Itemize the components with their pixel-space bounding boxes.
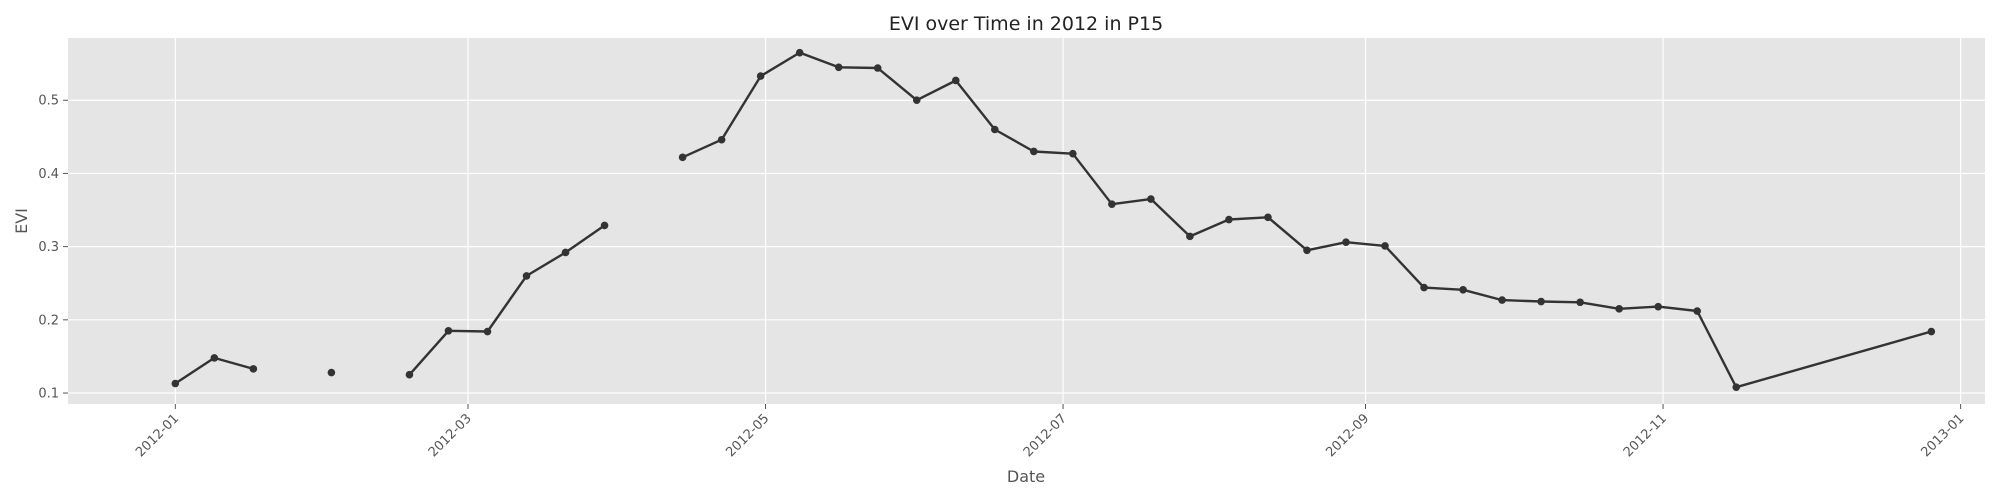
data-point bbox=[1420, 283, 1428, 292]
data-point bbox=[717, 135, 726, 144]
series-evi-markers bbox=[171, 48, 1936, 391]
gridlines bbox=[68, 38, 1985, 404]
x-axis-label: Date bbox=[1007, 467, 1045, 486]
x-tick-label: 2012-05 bbox=[723, 411, 772, 460]
y-tick-label: 0.3 bbox=[38, 240, 59, 255]
data-point bbox=[951, 76, 960, 85]
data-point bbox=[1030, 147, 1038, 156]
data-point bbox=[405, 370, 414, 379]
data-point bbox=[834, 63, 843, 72]
data-point bbox=[1303, 246, 1311, 255]
x-axis-ticks: 2012-01 2012-03 2012-05 2012-07 2012-09 2012-… bbox=[133, 404, 1967, 460]
data-point bbox=[678, 153, 687, 162]
x-tick-label: 2012-07 bbox=[1021, 411, 1070, 460]
series-line-segment bbox=[408, 224, 606, 376]
data-point bbox=[1459, 286, 1467, 294]
data-point bbox=[1693, 307, 1702, 315]
data-point bbox=[873, 64, 882, 72]
data-point bbox=[1927, 327, 1936, 336]
data-point bbox=[600, 221, 609, 230]
data-point bbox=[1732, 383, 1741, 391]
data-point bbox=[522, 272, 531, 280]
x-tick-label: 2012-09 bbox=[1323, 411, 1372, 460]
data-point bbox=[1342, 238, 1350, 247]
y-tick-label: 0.1 bbox=[38, 387, 59, 402]
data-point bbox=[1576, 298, 1584, 307]
data-point bbox=[1615, 305, 1623, 313]
data-point bbox=[1654, 302, 1662, 311]
plot-background bbox=[68, 38, 1985, 404]
y-axis-label: EVI bbox=[12, 208, 31, 234]
data-point bbox=[249, 365, 258, 373]
data-point bbox=[483, 327, 492, 336]
y-tick-label: 0.5 bbox=[38, 94, 59, 109]
x-tick-label: 2013-01 bbox=[1918, 411, 1967, 460]
data-point bbox=[1186, 232, 1194, 241]
data-point bbox=[1147, 195, 1155, 203]
data-point bbox=[1069, 149, 1077, 158]
chart-title: EVI over Time in 2012 in P15 bbox=[889, 13, 1163, 35]
data-point bbox=[912, 96, 921, 105]
data-point bbox=[1264, 213, 1272, 222]
data-point bbox=[795, 48, 804, 57]
x-tick-label: 2012-11 bbox=[1621, 411, 1670, 460]
y-tick-label: 0.4 bbox=[38, 167, 59, 182]
data-point bbox=[1108, 200, 1116, 208]
x-tick-label: 2012-01 bbox=[133, 411, 182, 460]
data-point bbox=[171, 379, 180, 388]
y-tick-label: 0.2 bbox=[38, 313, 59, 328]
data-point bbox=[444, 327, 453, 335]
data-point bbox=[756, 72, 765, 80]
data-point bbox=[990, 125, 999, 134]
data-point bbox=[561, 248, 570, 257]
y-axis-ticks: 0.1 0.2 0.3 0.4 0.5 bbox=[38, 94, 68, 402]
data-point bbox=[1498, 296, 1506, 304]
data-point bbox=[327, 368, 336, 377]
x-tick-label: 2012-03 bbox=[426, 411, 475, 460]
data-point bbox=[1537, 297, 1545, 306]
data-point bbox=[1225, 215, 1233, 224]
data-point bbox=[1381, 242, 1389, 250]
data-point bbox=[210, 354, 219, 362]
